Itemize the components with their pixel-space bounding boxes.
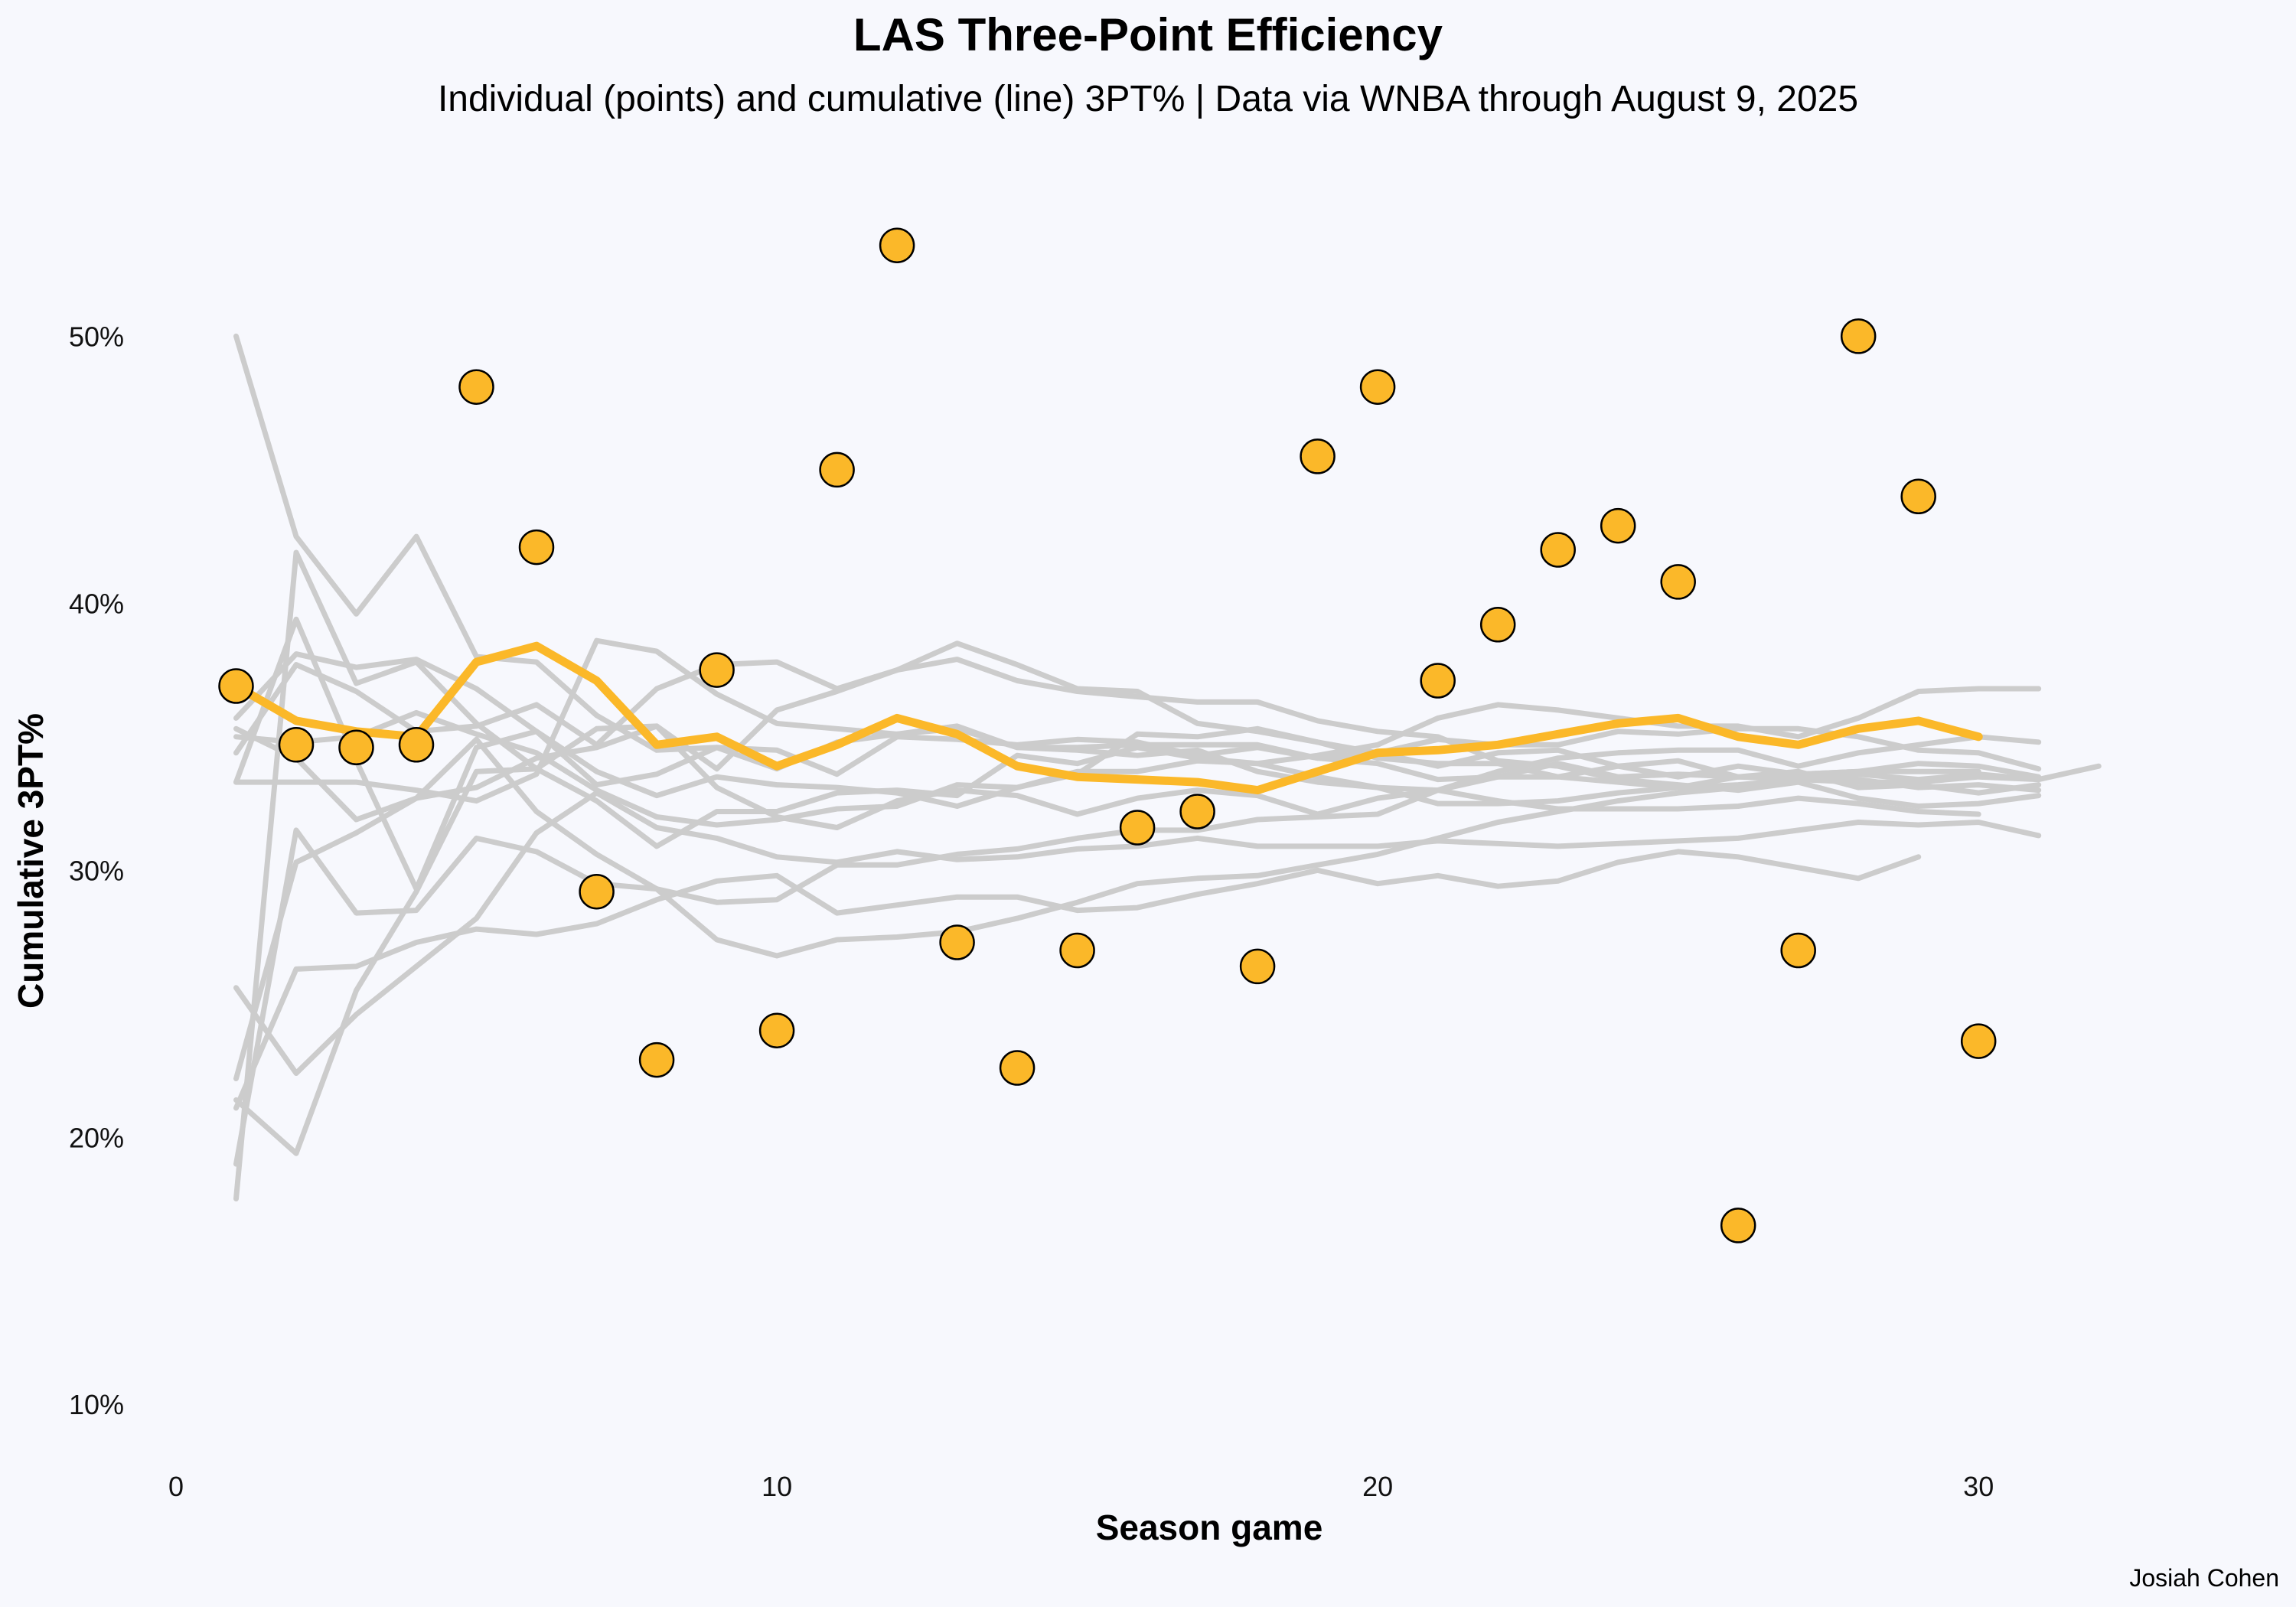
- y-tick-label: 30%: [69, 855, 124, 886]
- game-point: [1300, 438, 1336, 474]
- cumulative-line: [232, 641, 1983, 795]
- game-point: [1660, 564, 1696, 600]
- game-point: [278, 727, 315, 763]
- game-point: [398, 727, 435, 763]
- x-tick-label: 30: [1963, 1471, 1994, 1502]
- game-point: [1479, 607, 1516, 643]
- game-point: [1720, 1208, 1756, 1244]
- x-axis-title: Season game: [1096, 1508, 1323, 1547]
- game-point: [1119, 810, 1156, 846]
- game-point: [1179, 794, 1215, 830]
- y-axis-title: Cumulative 3PT%: [11, 713, 51, 1009]
- game-point: [458, 369, 494, 405]
- y-tick-label: 10%: [69, 1389, 124, 1420]
- game-point: [218, 668, 254, 704]
- game-point: [1900, 478, 1936, 515]
- game-point: [518, 529, 555, 566]
- y-axis-ticks: 10% 20% 30% 40% 50%: [69, 321, 124, 1420]
- game-point: [1239, 948, 1276, 985]
- highlight-game-points: [218, 227, 1997, 1244]
- x-axis-ticks: 0 10 20 30: [168, 1471, 1994, 1502]
- credit-caption: Josiah Cohen: [2129, 1564, 2279, 1592]
- x-tick-label: 0: [168, 1471, 184, 1502]
- game-point: [338, 729, 374, 766]
- game-point: [1960, 1023, 1997, 1059]
- game-point: [1059, 932, 1095, 969]
- game-point: [758, 1012, 795, 1048]
- game-point: [939, 924, 975, 960]
- game-point: [1359, 369, 1396, 405]
- game-point: [1780, 932, 1816, 969]
- game-point: [638, 1041, 675, 1078]
- chart-subtitle: Individual (points) and cumulative (line…: [438, 79, 1858, 119]
- y-tick-label: 20%: [69, 1122, 124, 1153]
- series-line: [233, 686, 2042, 828]
- y-tick-label: 50%: [69, 321, 124, 352]
- series-line: [233, 725, 1981, 959]
- game-point: [1600, 507, 1636, 544]
- highlight-cumulative-line: [232, 641, 1983, 795]
- x-tick-label: 20: [1362, 1471, 1393, 1502]
- game-point: [699, 652, 735, 688]
- series-line: [233, 790, 2042, 1076]
- game-point: [1540, 532, 1576, 568]
- series-line: [233, 849, 1922, 1111]
- game-point: [879, 227, 915, 263]
- league-cumulative-lines: [233, 333, 2102, 1201]
- game-point: [579, 873, 615, 910]
- chart-title: LAS Three-Point Efficiency: [853, 9, 1443, 60]
- game-point: [1420, 663, 1456, 699]
- game-point: [999, 1050, 1035, 1086]
- y-tick-label: 40%: [69, 588, 124, 619]
- game-point: [1840, 318, 1877, 354]
- series-line: [233, 723, 1981, 1081]
- game-point: [819, 451, 855, 488]
- series-line: [233, 651, 2042, 809]
- x-tick-label: 10: [762, 1471, 792, 1502]
